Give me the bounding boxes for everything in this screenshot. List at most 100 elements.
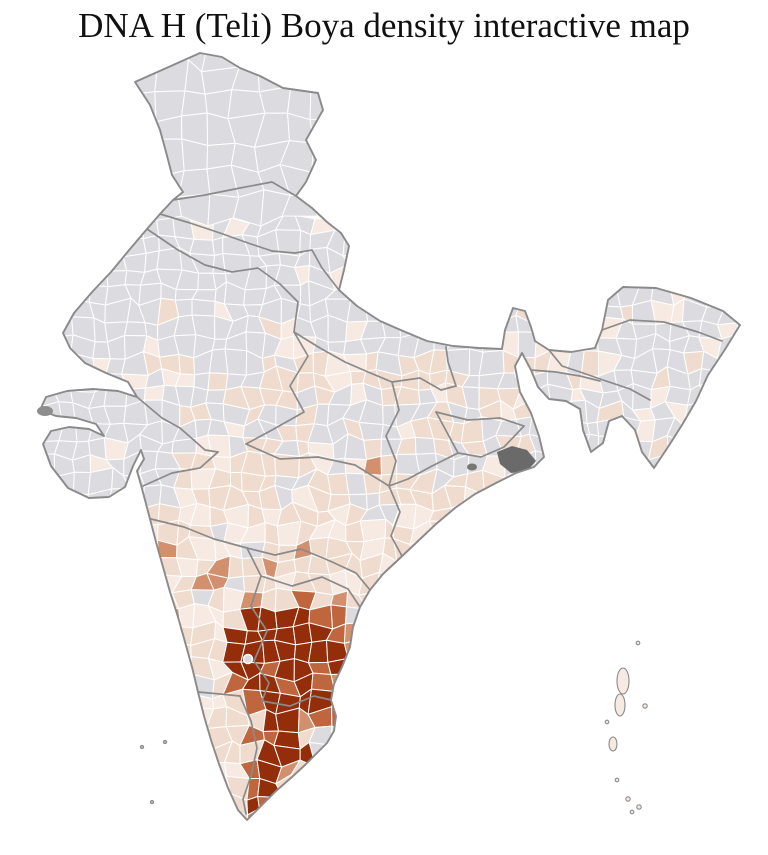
district-cell[interactable] bbox=[706, 233, 726, 258]
district-cell[interactable] bbox=[29, 571, 41, 598]
district-cell[interactable] bbox=[752, 741, 768, 760]
district-cell[interactable] bbox=[497, 773, 523, 796]
district-cell[interactable] bbox=[159, 640, 182, 664]
district-cell[interactable] bbox=[381, 297, 400, 322]
district-cell[interactable] bbox=[650, 812, 673, 833]
district-cell[interactable] bbox=[410, 222, 438, 236]
district-cell[interactable] bbox=[684, 557, 710, 576]
district-cell[interactable] bbox=[38, 504, 55, 530]
district-cell[interactable] bbox=[719, 369, 743, 386]
district-cell[interactable] bbox=[401, 689, 421, 714]
district-cell[interactable] bbox=[700, 571, 720, 598]
district-cell[interactable] bbox=[701, 774, 721, 797]
district-cell[interactable] bbox=[706, 399, 724, 422]
district-cell[interactable] bbox=[195, 811, 212, 832]
district-cell[interactable] bbox=[622, 249, 640, 273]
district-cell[interactable] bbox=[87, 642, 112, 666]
district-cell[interactable] bbox=[36, 484, 63, 507]
district-cell[interactable] bbox=[585, 591, 605, 613]
district-cell[interactable] bbox=[669, 263, 688, 290]
district-cell[interactable] bbox=[495, 662, 521, 677]
district-cell[interactable] bbox=[308, 741, 332, 768]
district-cell[interactable] bbox=[101, 65, 134, 95]
district-cell[interactable] bbox=[426, 536, 452, 556]
district-cell[interactable] bbox=[444, 825, 465, 845]
district-cell[interactable] bbox=[124, 59, 159, 95]
district-cell[interactable] bbox=[724, 608, 742, 631]
district-cell[interactable] bbox=[89, 525, 114, 546]
district-cell[interactable] bbox=[57, 554, 80, 577]
district-cell[interactable] bbox=[137, 672, 164, 698]
district-cell[interactable] bbox=[71, 807, 90, 829]
district-cell[interactable] bbox=[397, 711, 421, 732]
district-cell[interactable] bbox=[759, 775, 768, 797]
district-cell[interactable] bbox=[667, 692, 690, 711]
district-cell[interactable] bbox=[327, 759, 348, 777]
district-cell[interactable] bbox=[108, 758, 130, 783]
district-cell[interactable] bbox=[451, 320, 471, 341]
district-cell[interactable] bbox=[175, 830, 198, 847]
district-cell[interactable] bbox=[737, 454, 759, 478]
district-cell[interactable] bbox=[616, 739, 639, 763]
district-cell[interactable] bbox=[534, 306, 556, 326]
district-cell[interactable] bbox=[535, 541, 554, 560]
district-cell[interactable] bbox=[463, 282, 489, 309]
district-cell[interactable] bbox=[378, 622, 400, 645]
district-cell[interactable] bbox=[701, 762, 720, 783]
district-cell[interactable] bbox=[140, 552, 162, 578]
district-cell[interactable] bbox=[446, 747, 466, 767]
district-cell[interactable] bbox=[674, 675, 690, 699]
district-cell[interactable] bbox=[142, 726, 165, 743]
district-cell[interactable] bbox=[258, 807, 276, 830]
district-cell[interactable] bbox=[76, 660, 93, 678]
district-cell[interactable] bbox=[478, 774, 500, 797]
district-cell[interactable] bbox=[698, 468, 726, 494]
islands-layer[interactable] bbox=[139, 640, 648, 815]
district-cell[interactable] bbox=[497, 726, 523, 750]
district-cell[interactable] bbox=[430, 739, 453, 768]
district-cell[interactable] bbox=[717, 401, 743, 427]
district-cell[interactable] bbox=[750, 828, 768, 850]
district-cell[interactable] bbox=[649, 791, 673, 816]
district-cell[interactable] bbox=[495, 606, 521, 629]
district-cell[interactable] bbox=[332, 790, 349, 813]
district-cell[interactable] bbox=[563, 626, 584, 649]
district-cell[interactable] bbox=[482, 811, 502, 833]
andaman-island[interactable] bbox=[625, 796, 631, 802]
district-cell[interactable] bbox=[512, 282, 538, 308]
district-cell[interactable] bbox=[174, 811, 197, 833]
district-cell[interactable] bbox=[496, 763, 523, 776]
district-cell[interactable] bbox=[345, 472, 368, 495]
district-cell[interactable] bbox=[53, 263, 81, 290]
district-cell[interactable] bbox=[447, 215, 471, 232]
district-cell[interactable] bbox=[672, 656, 687, 678]
district-cell[interactable] bbox=[704, 419, 719, 439]
district-cell[interactable] bbox=[40, 249, 56, 272]
district-cell[interactable] bbox=[597, 280, 621, 308]
district-cell[interactable] bbox=[533, 688, 556, 709]
district-cell[interactable] bbox=[579, 608, 604, 629]
district-cell[interactable] bbox=[664, 640, 690, 665]
district-cell[interactable] bbox=[379, 229, 399, 249]
district-cell[interactable] bbox=[754, 713, 768, 726]
district-cell[interactable] bbox=[460, 747, 489, 767]
district-cell[interactable] bbox=[754, 726, 768, 742]
district-cell[interactable] bbox=[40, 758, 58, 781]
district-cell[interactable] bbox=[715, 744, 738, 764]
district-cell[interactable] bbox=[125, 811, 147, 833]
district-cell[interactable] bbox=[427, 766, 453, 785]
district-cell[interactable] bbox=[513, 603, 538, 632]
district-cell[interactable] bbox=[24, 418, 44, 443]
district-cell[interactable] bbox=[327, 744, 348, 762]
district-cell[interactable] bbox=[76, 282, 91, 303]
district-cell[interactable] bbox=[359, 216, 386, 235]
district-cell[interactable] bbox=[750, 455, 768, 471]
district-cell[interactable] bbox=[461, 214, 482, 237]
district-cell[interactable] bbox=[377, 265, 397, 288]
district-cell[interactable] bbox=[479, 627, 504, 643]
district-cell[interactable] bbox=[159, 672, 183, 695]
district-cell[interactable] bbox=[705, 642, 725, 665]
district-cell[interactable] bbox=[717, 808, 736, 834]
district-cell[interactable] bbox=[38, 350, 56, 374]
district-cell[interactable] bbox=[689, 774, 709, 794]
